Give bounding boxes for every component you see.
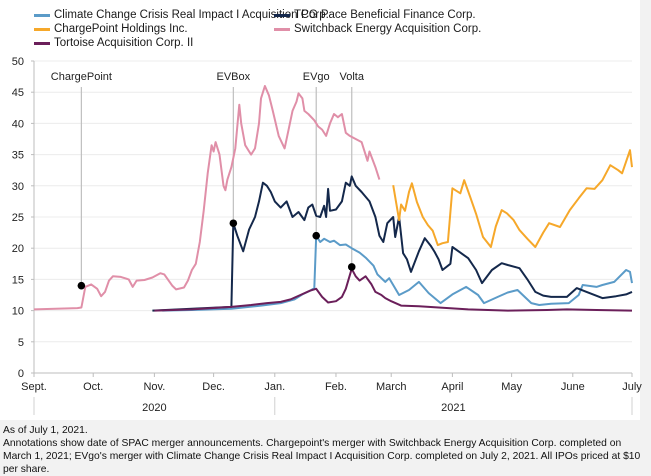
legend-item-chargepoint: ChargePoint Holdings Inc.	[34, 23, 188, 35]
x-tick-label: May	[501, 381, 522, 393]
legend-item-switchback: Switchback Energy Acquisition Corp.	[274, 23, 481, 35]
y-tick-label: 15	[12, 274, 24, 286]
x-tick-label: Feb.	[325, 381, 347, 393]
series-line	[152, 175, 633, 312]
y-tick-label: 5	[18, 337, 24, 349]
legend-item-tortoise: Tortoise Acquisition Corp. II	[34, 37, 193, 49]
y-tick-label: 0	[18, 368, 24, 380]
line-chart: 0 5 10 15 20 25 30 35 40 45 50 Sept. Oct. Nov. Dec. Jan…	[12, 56, 642, 415]
legend-swatch	[34, 41, 50, 45]
x-tick-label: July	[622, 381, 642, 393]
y-tick-label: 20	[12, 243, 24, 255]
y-tick-label: 35	[12, 150, 24, 162]
x-tick-label: April	[441, 381, 463, 393]
legend-item-tpg-pace: TPG Pace Beneficial Finance Corp.	[274, 9, 476, 21]
year-label: 2021	[441, 402, 465, 414]
legend-swatch	[274, 13, 290, 17]
legend-label: Climate Change Crisis Real Impact I Acqu…	[54, 9, 329, 21]
legend-label: TPG Pace Beneficial Finance Corp.	[294, 9, 476, 21]
series-line	[162, 234, 633, 312]
y-tick-label: 45	[12, 87, 24, 99]
legend-swatch	[34, 13, 50, 17]
y-tick-label: 40	[12, 118, 24, 130]
x-tick-label: Sept.	[21, 381, 47, 393]
legend-label: Switchback Energy Acquisition Corp.	[294, 23, 482, 35]
annotation-label: EVgo	[303, 71, 330, 83]
y-tick-label: 10	[12, 306, 24, 318]
y-tick-label: 25	[12, 212, 24, 224]
legend-label: ChargePoint Holdings Inc.	[54, 23, 188, 35]
x-tick-label: Dec.	[202, 381, 225, 393]
footnote: As of July 1, 2021. Annotations show dat…	[3, 424, 648, 476]
legend-swatch	[274, 27, 290, 31]
x-tick-label: Nov.	[143, 381, 165, 393]
annotation-dot	[77, 281, 86, 290]
footnote-date: As of July 1, 2021.	[3, 425, 88, 436]
legend-swatch	[34, 27, 50, 31]
chart-panel	[0, 0, 640, 420]
x-tick-label: June	[561, 381, 585, 393]
annotation-dot	[229, 219, 238, 228]
footnote-note: Annotations show date of SPAC merger ann…	[3, 438, 641, 475]
x-tick-label: March	[376, 381, 407, 393]
legend-item-climate-change-crisis: Climate Change Crisis Real Impact I Acqu…	[34, 9, 329, 21]
annotation-label: EVBox	[217, 71, 251, 83]
series-line	[154, 267, 633, 312]
x-tick-label: Oct.	[83, 381, 103, 393]
series-line	[33, 85, 381, 311]
y-tick-label: 50	[12, 56, 24, 68]
annotation-dot	[347, 263, 356, 271]
series-line	[392, 149, 633, 248]
x-tick-label: Jan.	[264, 381, 285, 393]
year-label: 2020	[142, 402, 166, 414]
legend-label: Tortoise Acquisition Corp. II	[54, 37, 194, 49]
annotation-label: ChargePoint	[51, 71, 112, 83]
y-tick-label: 30	[12, 181, 24, 193]
annotation-label: Volta	[340, 71, 365, 83]
annotation-dot	[312, 231, 321, 240]
